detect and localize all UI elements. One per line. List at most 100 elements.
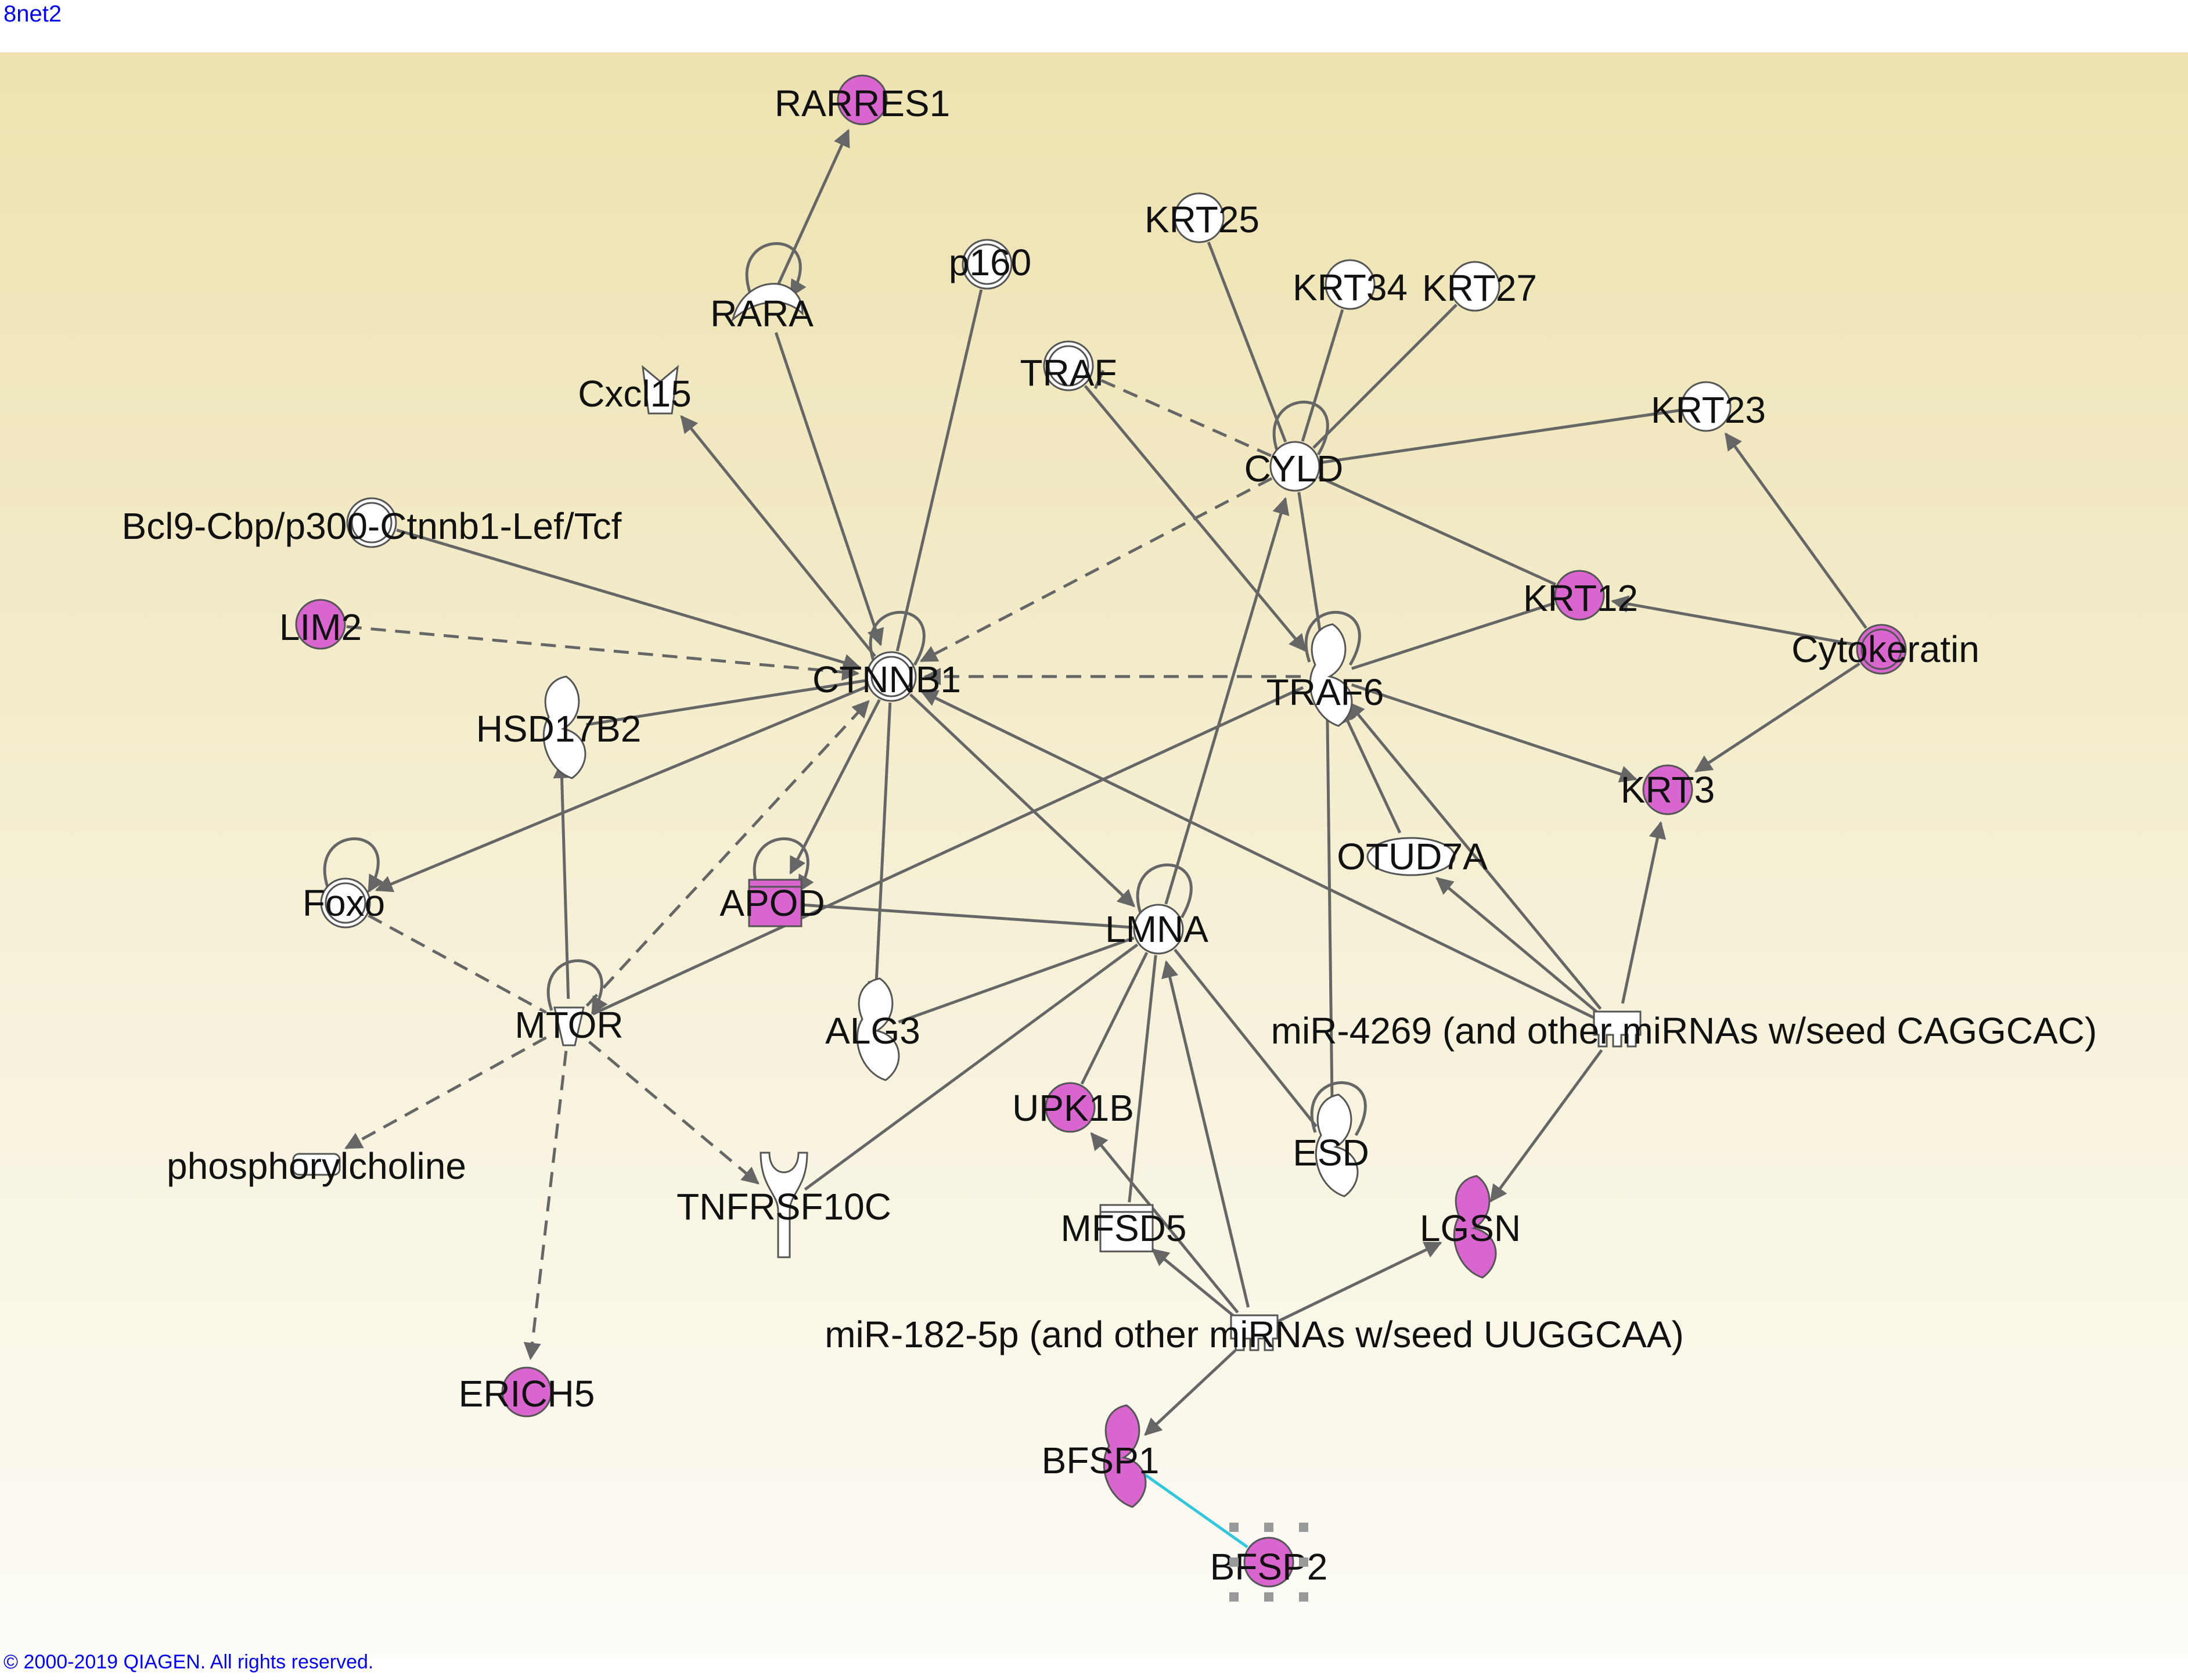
selection-handle[interactable] (1264, 1592, 1273, 1602)
node-cxcl15[interactable]: Cxcl15 (578, 365, 692, 415)
selection-handle[interactable] (1229, 1592, 1239, 1602)
node-alg3[interactable]: ALG3 (825, 977, 920, 1081)
edge-krt23-to-cyld[interactable] (1320, 409, 1680, 464)
selection-handle[interactable] (1229, 1523, 1239, 1532)
edge-krt25-to-cyld[interactable] (1207, 242, 1287, 443)
node-lim2[interactable]: LIM2 (279, 599, 362, 650)
edge-mir4269-to-krt3[interactable] (1621, 821, 1667, 1004)
edge-lmna-to-lmna[interactable] (1136, 863, 1193, 919)
edge-mir182-to-bfsp1[interactable] (1144, 1349, 1236, 1436)
node-otud7a[interactable]: OTUD7A (1337, 836, 1488, 877)
edge-mtor-to-phosphorylcholine[interactable] (344, 1036, 547, 1150)
edge-traf6-to-krt3[interactable] (1351, 683, 1638, 783)
node-bfsp1[interactable]: BFSP1 (1042, 1404, 1160, 1508)
node-krt23[interactable]: KRT23 (1651, 381, 1766, 432)
edge-rara-to-rara[interactable] (745, 242, 807, 298)
edge-ctnnb1-to-foxo[interactable] (375, 685, 868, 893)
edge-cytokeratin-to-krt12[interactable] (1611, 595, 1856, 646)
selection-handle[interactable] (1264, 1523, 1273, 1532)
edge-krt27-to-cyld[interactable] (1312, 304, 1458, 449)
node-krt3[interactable]: KRT3 (1621, 764, 1715, 815)
edge-bfsp1-to-bfsp2[interactable] (1141, 1471, 1248, 1549)
node-lgsn[interactable]: LGSN (1420, 1175, 1521, 1279)
edge-cyld-to-krt12[interactable] (1318, 476, 1557, 586)
edge-mir4269-to-traf6[interactable] (1347, 701, 1602, 1010)
edge-cytokeratin-to-krt23[interactable] (1724, 432, 1867, 629)
node-krt25[interactable]: KRT25 (1145, 192, 1259, 243)
edge-esd-to-traf6[interactable] (1326, 702, 1334, 1121)
node-rarres1[interactable]: RARRES1 (775, 74, 950, 125)
edge-bcl9-to-ctnnb1[interactable] (396, 528, 861, 671)
edge-lim2-to-ctnnb1[interactable] (346, 625, 860, 681)
edge-mir4269-to-ctnnb1[interactable] (920, 690, 1595, 1019)
selection-handle[interactable] (1299, 1523, 1308, 1532)
edge-traf6-to-traf6[interactable] (1304, 610, 1361, 666)
node-tnfrsf10c[interactable]: TNFRSF10C (676, 1152, 891, 1258)
node-lmna[interactable]: LMNA (1105, 904, 1208, 955)
edge-apod-to-lmna[interactable] (801, 903, 1133, 929)
edge-mir182-to-upk1b[interactable] (1090, 1132, 1239, 1314)
edge-lmna-to-tnfrsf10c[interactable] (804, 943, 1139, 1191)
edge-mtor-to-ctnnb1[interactable] (585, 700, 870, 1007)
edge-ctnnb1-to-hsd17b2[interactable] (586, 679, 866, 726)
node-cytokeratin[interactable]: Cytokeratin (1791, 624, 1980, 675)
node-bcl9[interactable]: Bcl9-Cbp/p300-Ctnnb1-Lef/Tcf (122, 497, 622, 548)
node-rara[interactable]: RARA (710, 283, 814, 334)
node-cyld[interactable]: CYLD (1244, 441, 1344, 492)
node-mtor[interactable]: MTOR (514, 1004, 624, 1046)
node-krt12[interactable]: KRT12 (1523, 570, 1638, 621)
edge-traf-to-traf6[interactable] (1084, 384, 1307, 652)
selection-handle[interactable] (1299, 1592, 1308, 1602)
edge-ctnnb1-to-lmna[interactable] (909, 693, 1136, 908)
edge-mtor-to-erich5[interactable] (523, 1051, 568, 1361)
node-krt34[interactable]: KRT34 (1293, 259, 1408, 310)
edge-cytokeratin-to-krt3[interactable] (1694, 662, 1860, 773)
edge-mtor-to-hsd17b2[interactable] (553, 760, 571, 999)
edge-krt34-to-cyld[interactable] (1301, 309, 1344, 442)
edge-lmna-to-cyld[interactable] (1164, 497, 1290, 905)
node-phosphorylcholine[interactable]: phosphorylcholine (167, 1145, 466, 1187)
edge-ctnnb1-to-alg3[interactable] (868, 702, 892, 999)
edge-lmna-to-mfsd5[interactable] (1128, 955, 1157, 1203)
edge-mir4269-to-otud7a[interactable] (1435, 877, 1599, 1014)
edge-ctnnb1-to-cxcl15[interactable] (680, 415, 876, 657)
edge-cyld-to-ctnnb1[interactable] (919, 477, 1273, 663)
edge-mtor-to-mtor[interactable] (546, 959, 608, 1015)
selection-handle[interactable] (1229, 1557, 1239, 1567)
node-mfsd5[interactable]: MFSD5 (1061, 1204, 1187, 1253)
edge-traf6-to-mtor[interactable] (592, 686, 1304, 1016)
edge-mir4269-to-lgsn[interactable] (1489, 1049, 1603, 1203)
edge-lmna-to-upk1b[interactable] (1080, 952, 1149, 1085)
edge-p160-to-ctnnb1[interactable] (895, 289, 983, 652)
edge-traf6-to-krt12[interactable] (1351, 602, 1555, 670)
node-traf6[interactable]: TRAF6 (1266, 623, 1384, 727)
edge-ctnnb1-to-apod[interactable] (789, 699, 881, 875)
edge-mir182-to-mfsd5[interactable] (1151, 1248, 1235, 1318)
node-upk1b[interactable]: UPK1B (1012, 1082, 1134, 1133)
edge-esd-to-esd[interactable] (1310, 1081, 1367, 1136)
edge-rara-to-ctnnb1[interactable] (774, 332, 884, 646)
node-mir4269[interactable]: miR-4269 (and other miRNAs w/seed CAGGCA… (1271, 1010, 2097, 1052)
edge-mir182-to-lgsn[interactable] (1277, 1241, 1442, 1323)
selection-handle[interactable] (1299, 1557, 1308, 1567)
edge-mir182-to-lmna[interactable] (1161, 960, 1250, 1308)
node-hsd17b2[interactable]: HSD17B2 (476, 675, 642, 779)
node-foxo[interactable]: Foxo (303, 877, 385, 929)
node-ctnnb1[interactable]: CTNNB1 (812, 651, 961, 702)
node-p160[interactable]: p160 (949, 239, 1031, 290)
node-erich5[interactable]: ERICH5 (459, 1366, 595, 1418)
edge-mtor-to-tnfrsf10c[interactable] (588, 1040, 760, 1185)
node-traf[interactable]: TRAF (1020, 340, 1117, 394)
node-mir182[interactable]: miR-182-5p (and other miRNAs w/seed UUGG… (825, 1314, 1684, 1355)
edge-lmna-to-alg3[interactable] (898, 936, 1135, 1024)
edge-cyld-to-traf[interactable] (1093, 369, 1272, 458)
edge-rara-to-rarres1[interactable] (777, 129, 850, 285)
edge-foxo-to-mtor[interactable] (368, 914, 547, 1014)
edge-apod-to-apod[interactable] (753, 837, 814, 893)
node-esd[interactable]: ESD (1293, 1093, 1369, 1197)
edge-cyld-to-cyld[interactable] (1272, 400, 1329, 456)
node-apod[interactable]: APOD (719, 879, 825, 927)
node-krt27[interactable]: KRT27 (1422, 261, 1537, 312)
edge-ctnnb1-to-ctnnb1[interactable] (869, 610, 926, 666)
edge-otud7a-to-traf6[interactable] (1340, 705, 1402, 834)
